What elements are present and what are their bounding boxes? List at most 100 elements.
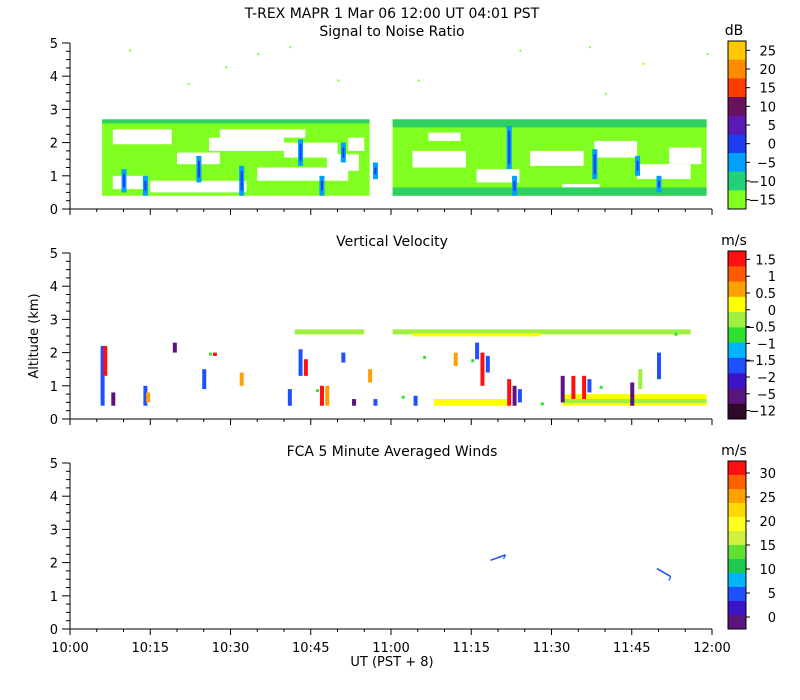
colorbar-label: 5 <box>768 587 776 602</box>
vv-streak <box>298 349 303 376</box>
snr-low-signal <box>150 180 247 193</box>
colorbar-label: 25 <box>759 491 776 506</box>
vv-bottom-band <box>433 399 509 406</box>
vv-streak <box>319 385 324 406</box>
colorbar-label: 15 <box>759 82 776 97</box>
y-tick-label: 1 <box>50 590 58 605</box>
colorbar-label: 0 <box>768 304 776 319</box>
colorbar-swatch <box>728 545 746 560</box>
colorbar-label: −0.5 <box>744 321 776 336</box>
vv-streak <box>475 342 480 360</box>
colorbar: m/s 1.5 1 0.5 0 −0.5−1 −1.5 −2 −5 −12 <box>721 233 776 420</box>
snr-low-signal <box>428 132 461 141</box>
vv-streak <box>638 369 643 390</box>
snr-speck <box>337 79 340 82</box>
colorbar-swatch <box>728 461 746 476</box>
vv-streak <box>512 385 517 406</box>
vv-streak <box>413 395 418 406</box>
colorbar-swatch <box>728 388 746 405</box>
vv-top-band <box>294 329 365 335</box>
snr-speck <box>642 62 645 65</box>
colorbar-swatch <box>728 517 746 532</box>
velocity-field <box>100 329 707 406</box>
vv-streak <box>303 359 308 376</box>
y-tick-label: 1 <box>50 170 58 185</box>
snr-plume-core <box>144 180 147 191</box>
colorbar-label: 10 <box>759 563 776 578</box>
y-tick-label: 4 <box>50 70 58 85</box>
vv-streak <box>239 372 244 386</box>
colorbar-label: 0.5 <box>755 287 776 302</box>
vv-streak <box>172 342 177 353</box>
vv-streak <box>582 375 587 400</box>
colorbar-unit: m/s <box>721 443 747 459</box>
x-tick-label: 10:15 <box>132 641 169 656</box>
snr-low-signal <box>637 164 691 180</box>
snr-speck <box>128 49 131 52</box>
panel-1: Signal to Noise Ratio543210dB2520151050−… <box>50 23 776 218</box>
snr-speck <box>706 52 709 55</box>
colorbar-swatch <box>728 489 746 504</box>
y-tick-label: 4 <box>50 490 58 505</box>
colorbar-swatch <box>728 312 746 328</box>
colorbar-swatch <box>728 531 746 546</box>
snr-plume-core <box>299 144 302 161</box>
snr-plume-core <box>123 174 125 188</box>
snr-speck <box>519 49 522 52</box>
snr-field <box>102 46 709 196</box>
snr-low-signal <box>412 150 466 168</box>
y-tick-label: 2 <box>50 137 58 152</box>
figure-title: T-REX MAPR 1 Mar 06 12:00 UT 04:01 PST <box>244 6 540 22</box>
colorbar-swatch <box>728 190 746 210</box>
colorbar-swatch <box>728 587 746 602</box>
x-axis-label: UT (PST + 8) <box>350 655 433 670</box>
vv-streak <box>453 352 458 366</box>
colorbar-label: −10 <box>749 175 776 190</box>
wind-field <box>490 554 672 581</box>
colorbar-swatch <box>728 251 746 267</box>
snr-speck <box>588 46 591 49</box>
vv-streak <box>143 385 148 406</box>
vv-streak <box>571 375 576 400</box>
y-tick-label: 5 <box>50 37 58 52</box>
colorbar-swatch <box>728 573 746 588</box>
snr-plume-core <box>593 154 596 175</box>
colorbar-swatch <box>728 97 746 117</box>
wind-barb-flag <box>502 554 507 560</box>
vv-streak <box>352 399 357 406</box>
vv-bottom-band-green <box>562 399 707 404</box>
snr-plume-core <box>342 147 345 158</box>
panel-title: Vertical Velocity <box>336 234 448 250</box>
vv-speck <box>401 395 405 399</box>
x-tick-label: 11:00 <box>372 641 409 656</box>
panel-title: FCA 5 Minute Averaged Winds <box>287 444 498 460</box>
vv-streak <box>100 345 105 406</box>
vv-streak <box>480 352 485 386</box>
colorbar-swatch <box>728 475 746 490</box>
snr-plume-core <box>197 160 200 178</box>
vv-speck <box>316 389 320 393</box>
snr-low-signal <box>209 137 284 151</box>
colorbar-swatch <box>728 327 746 344</box>
x-tick-label: 11:15 <box>453 641 490 656</box>
snr-speck <box>605 92 607 95</box>
y-tick-label: 4 <box>50 280 58 295</box>
panel-3: FCA 5 Minute Averaged Winds543210m/s3025… <box>50 443 776 638</box>
vv-speck <box>674 332 678 336</box>
colorbar-label: 30 <box>759 467 776 482</box>
snr-low-signal <box>530 150 584 166</box>
vv-streak <box>517 389 522 403</box>
vv-speck <box>599 385 603 389</box>
snr-speck <box>187 82 190 85</box>
colorbar-swatch <box>728 503 746 518</box>
x-tick-label: 12:00 <box>693 641 730 656</box>
colorbar-swatch <box>728 296 746 313</box>
colorbar-unit: dB <box>725 23 744 39</box>
colorbar-swatch <box>728 78 746 98</box>
colorbar-swatch <box>728 171 746 191</box>
vv-streak <box>368 369 373 383</box>
colorbar: dB 25 20 15 10 5 0 −5 −10 −15 <box>725 23 776 210</box>
snr-speck <box>289 46 292 49</box>
colorbar-label: −1 <box>757 337 776 352</box>
snr-low-signal <box>257 167 349 181</box>
